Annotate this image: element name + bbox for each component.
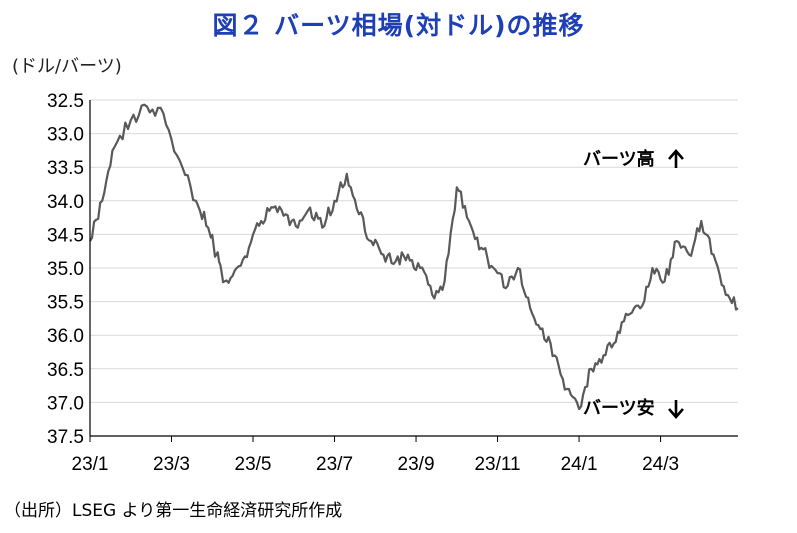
y-tick-label: 34.5 bbox=[47, 225, 84, 246]
y-tick-label: 37.0 bbox=[47, 393, 84, 414]
y-tick-label: 33.0 bbox=[47, 125, 84, 146]
x-tick-label: 23/11 bbox=[474, 454, 520, 475]
y-axis-unit-label: (ドル/バーツ) bbox=[12, 56, 122, 77]
x-tick-label: 23/5 bbox=[235, 454, 272, 475]
x-tick-label: 23/7 bbox=[316, 454, 353, 475]
annotation-baht-strong: バーツ高 bbox=[583, 148, 684, 170]
annotation-baht-weak: バーツ安 bbox=[583, 397, 684, 419]
x-tick-label: 24/1 bbox=[561, 454, 598, 475]
arrow-down-icon bbox=[668, 400, 684, 419]
x-tick-label: 23/1 bbox=[72, 454, 109, 475]
source-note: （出所）LSEG より第一生命経済研究所作成 bbox=[4, 501, 343, 521]
x-tick-label: 23/3 bbox=[153, 454, 190, 475]
y-tick-label: 32.5 bbox=[47, 91, 84, 112]
y-tick-label: 34.0 bbox=[47, 192, 84, 213]
x-tick-label: 24/3 bbox=[642, 454, 679, 475]
chart-title: 図２ バーツ相場(対ドル)の推移 bbox=[212, 11, 585, 40]
y-tick-label: 36.0 bbox=[47, 326, 84, 347]
y-tick-label: 35.5 bbox=[47, 293, 84, 314]
arrow-up-icon bbox=[668, 149, 684, 168]
x-axis-ticks: 23/1 23/3 23/5 23/7 23/9 23/11 24/1 24/3 bbox=[72, 436, 679, 475]
y-tick-label: 33.5 bbox=[47, 158, 84, 179]
y-tick-label: 37.5 bbox=[47, 427, 84, 448]
x-tick-label: 23/9 bbox=[398, 454, 435, 475]
annotation-baht-strong-label: バーツ高 bbox=[583, 148, 655, 170]
series-line bbox=[89, 103, 739, 411]
y-tick-label: 35.0 bbox=[47, 259, 84, 280]
annotation-baht-weak-label: バーツ安 bbox=[583, 397, 655, 419]
y-tick-label: 36.5 bbox=[47, 360, 84, 381]
y-axis-ticks: 32.5 33.0 33.5 34.0 34.5 35.0 35.5 36.0 36.5 37.0… bbox=[47, 91, 84, 448]
